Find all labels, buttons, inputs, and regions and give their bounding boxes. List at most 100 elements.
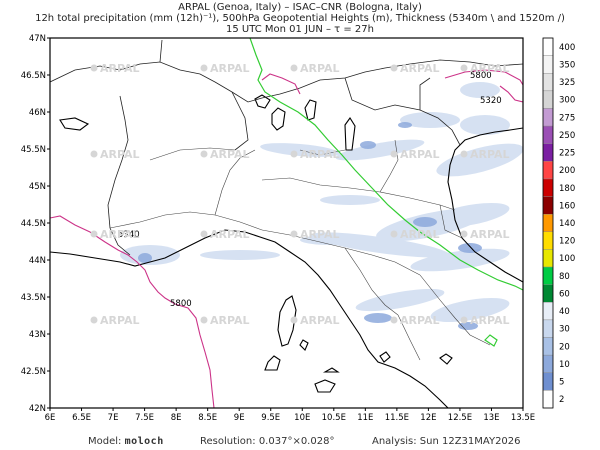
colorbar-swatch [542, 125, 554, 144]
colorbar-swatch [542, 178, 554, 197]
svg-text:ARPAL: ARPAL [400, 148, 440, 161]
footer-model-label: Model: [88, 436, 122, 447]
svg-text:ARPAL: ARPAL [210, 148, 250, 161]
footer-resolution-value: 0.037°×0.028° [258, 436, 335, 447]
footer-model-value: moloch [124, 436, 164, 447]
colorbar-swatch [542, 108, 554, 127]
svg-text:ARPAL: ARPAL [400, 314, 440, 327]
lat-tick-label: 45N [29, 182, 46, 192]
svg-text:ARPAL: ARPAL [100, 62, 140, 75]
colorbar-swatch [542, 284, 554, 303]
lat-tick-label: 42.5N [21, 367, 46, 377]
colorbar-level-label: 400 [559, 43, 575, 53]
country-borders [50, 39, 523, 256]
lat-tick-label: 46.5N [21, 71, 46, 81]
lon-tick-label: 7E [108, 413, 119, 423]
arpal-watermark: ARPAL [290, 148, 340, 161]
svg-text:ARPAL: ARPAL [210, 228, 250, 241]
colorbar-swatch [542, 73, 554, 92]
lon-tick-label: 10.5E [322, 413, 346, 423]
lat-tick-label: 42N [29, 404, 46, 414]
lat-tick-label: 43.5N [21, 293, 46, 303]
svg-text:ARPAL: ARPAL [300, 314, 340, 327]
arpal-watermark: ARPAL [460, 314, 510, 327]
colorbar-level-label: 2 [559, 395, 564, 405]
footer-analysis-value: Sun 12Z31MAY2026 [419, 436, 521, 447]
colorbar-swatch [542, 372, 554, 391]
colorbar-level-label: 30 [559, 325, 570, 335]
colorbar-level-label: 80 [559, 272, 570, 282]
lon-tick-label: 10E [294, 413, 310, 423]
colorbar-swatch [542, 213, 554, 233]
svg-text:ARPAL: ARPAL [470, 62, 510, 75]
colorbar-level-label: 275 [559, 113, 575, 123]
header-line-2: 12h total precipitation (mm (12h)⁻¹), 50… [35, 13, 565, 24]
lon-tick-label: 12E [420, 413, 436, 423]
footer-resolution-label: Resolution: [200, 436, 256, 447]
lon-tick-label: 9.5E [261, 413, 280, 423]
colorbar-swatch [542, 161, 554, 180]
longitude-axis: 6E 6.5E 7E 7.5E 8E 8.5E 9E 9.5E 10E 10.5E 11E 11.5E… [45, 408, 535, 423]
lat-tick-label: 43N [29, 330, 46, 340]
lon-tick-label: 12.5E [448, 413, 472, 423]
lat-tick-label: 44.5N [21, 219, 46, 229]
lat-tick-label: 45.5N [21, 145, 46, 155]
arpal-watermark: ARPAL [200, 62, 250, 75]
latitude-axis: 47N 46.5N 46N 45.5N 45N 44.5N 44N 43.5N 43N 42.5N… [21, 34, 50, 414]
colorbar-swatch [542, 390, 554, 409]
svg-text:ARPAL: ARPAL [470, 228, 510, 241]
svg-text:ARPAL: ARPAL [300, 62, 340, 75]
arpal-watermark: ARPAL [200, 228, 250, 241]
colorbar-swatch [542, 37, 554, 56]
lon-tick-label: 8E [171, 413, 182, 423]
lon-tick-label: 8.5E [198, 413, 217, 423]
lon-tick-label: 6E [45, 413, 56, 423]
green-thickness-contour [249, 38, 523, 291]
colorbar-level-label: 10 [559, 360, 570, 370]
footer-model: Model: moloch [88, 436, 164, 447]
green-contour-south [484, 334, 498, 347]
svg-text:ARPAL: ARPAL [470, 314, 510, 327]
magenta-thickness-contour-east [499, 85, 523, 103]
footer-analysis-label: Analysis: [372, 436, 417, 447]
colorbar-level-label: 120 [559, 237, 575, 247]
colorbar-level-label: 300 [559, 96, 575, 106]
colorbar-level-label: 200 [559, 166, 575, 176]
colorbar-swatch [542, 55, 554, 74]
svg-text:ARPAL: ARPAL [100, 148, 140, 161]
precipitation-colorbar: 400 350 325 300 275 250 225 200 180 160 140 120 100 8… [542, 37, 575, 409]
colorbar-level-label: 160 [559, 201, 575, 211]
header-line-1: ARPAL (Genoa, Italy) – ISAC–CNR (Bologna… [178, 2, 422, 13]
svg-text:ARPAL: ARPAL [400, 62, 440, 75]
magenta-thickness-contour-north [261, 73, 301, 95]
svg-text:ARPAL: ARPAL [400, 228, 440, 241]
svg-text:ARPAL: ARPAL [300, 228, 340, 241]
contour-label-a: 5340 [118, 230, 140, 240]
precipitation-core [138, 122, 482, 330]
colorbar-swatch [542, 90, 554, 109]
footer-resolution: Resolution: 0.037°×0.028° [200, 436, 334, 447]
svg-text:ARPAL: ARPAL [100, 314, 140, 327]
arpal-watermark: ARPAL [460, 62, 510, 75]
lon-tick-label: 13E [483, 413, 499, 423]
colorbar-swatch [542, 249, 554, 268]
arpal-watermark: ARPAL [390, 62, 440, 75]
colorbar-level-label: 40 [559, 307, 570, 317]
colorbar-level-label: 60 [559, 289, 570, 299]
lon-tick-label: 9E [234, 413, 245, 423]
region-borders [109, 139, 491, 361]
colorbar-swatch [542, 302, 554, 321]
arpal-watermark: ARPAL [90, 62, 140, 75]
header-line-3: 15 UTC Mon 01 JUN – τ = 27h [226, 24, 374, 35]
colorbar-level-label: 325 [559, 78, 575, 88]
footer-analysis: Analysis: Sun 12Z31MAY2026 [372, 436, 521, 447]
svg-text:ARPAL: ARPAL [300, 148, 340, 161]
colorbar-level-label: 225 [559, 149, 575, 159]
lon-tick-label: 13.5E [511, 413, 535, 423]
arpal-watermark: ARPAL [90, 314, 140, 327]
colorbar-level-label: 250 [559, 131, 575, 141]
colorbar-swatch [542, 354, 554, 373]
arpal-watermark: ARPAL [200, 148, 250, 161]
lon-tick-label: 11.5E [385, 413, 409, 423]
